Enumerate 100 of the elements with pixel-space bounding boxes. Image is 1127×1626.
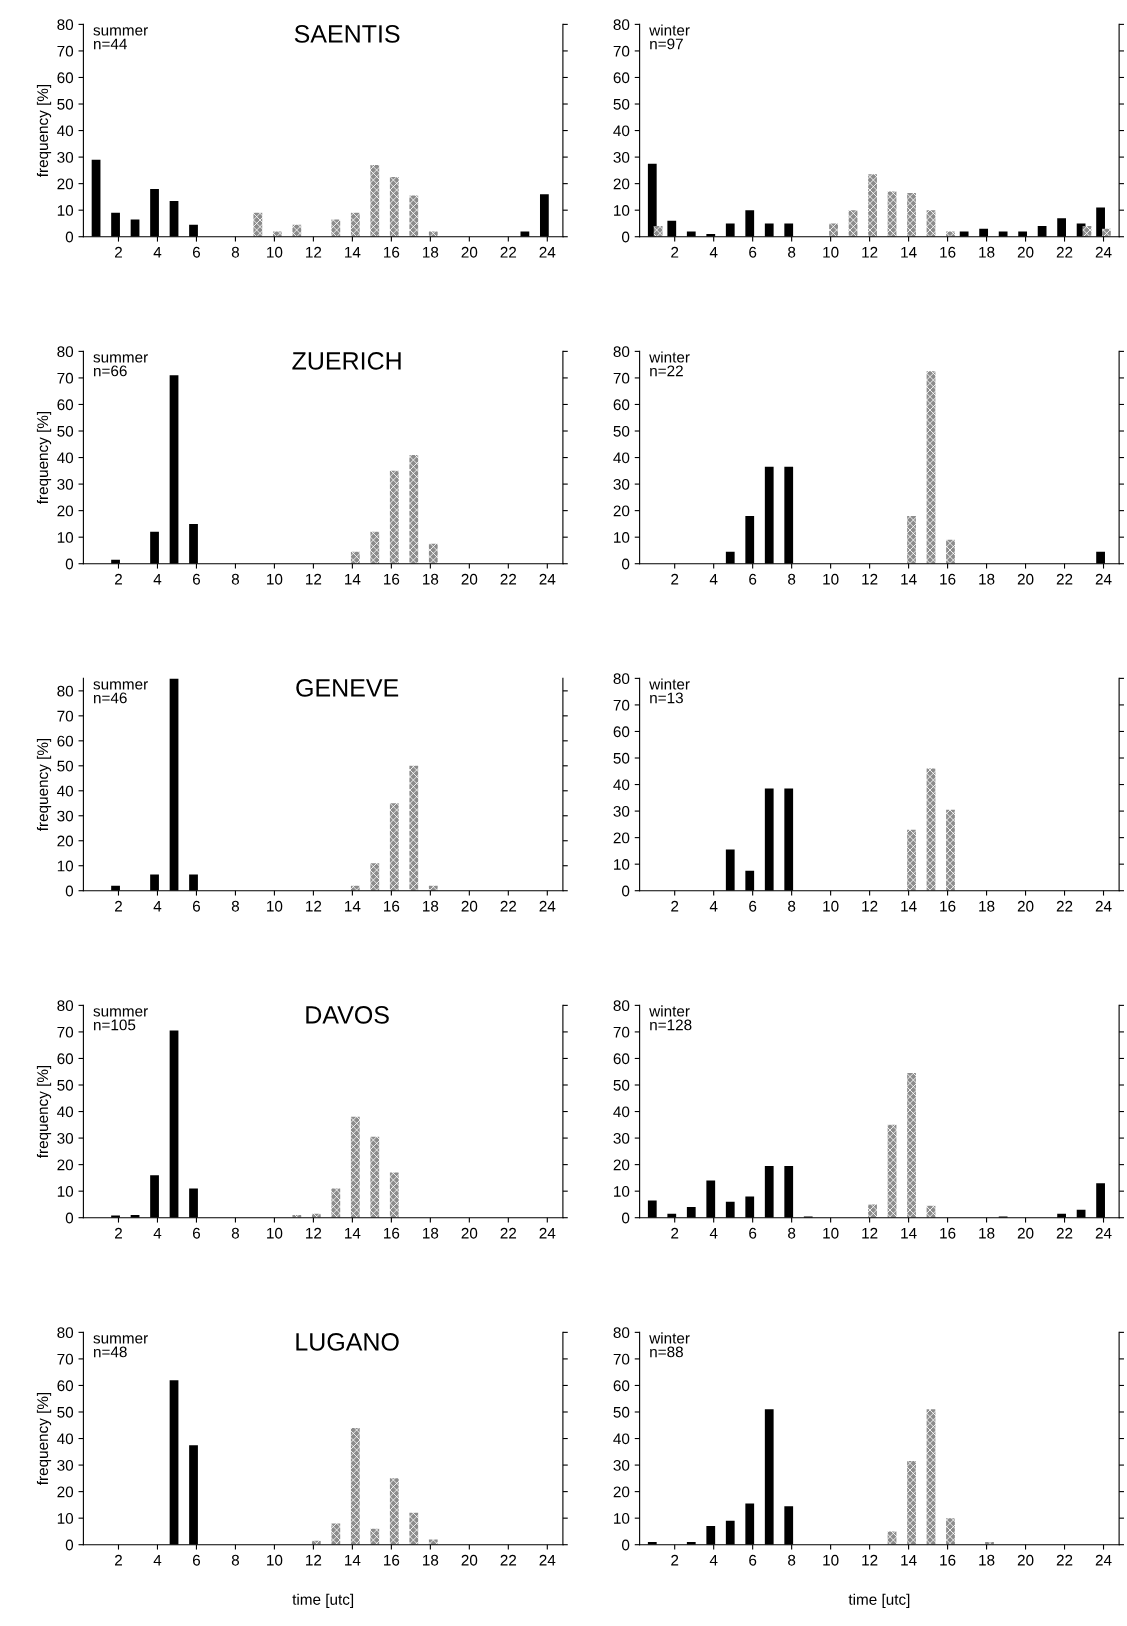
bar xyxy=(350,1427,360,1545)
y-tick-label: 60 xyxy=(613,1380,630,1392)
y-tick-label: 70 xyxy=(57,710,74,722)
x-tick-label: 22 xyxy=(1056,1227,1073,1239)
bar xyxy=(926,371,936,564)
y-tick-label: 10 xyxy=(57,860,74,872)
x-tick-label: 10 xyxy=(823,1554,839,1566)
x-tick-label: 22 xyxy=(500,1227,517,1239)
y-tick-label: 10 xyxy=(614,532,630,543)
bar xyxy=(887,1531,897,1545)
bar xyxy=(887,1124,897,1218)
bar xyxy=(409,1512,419,1545)
y-tick-label: 80 xyxy=(613,1327,630,1339)
bar xyxy=(389,1478,399,1545)
y-tick-label: 50 xyxy=(57,1406,74,1418)
x-tick-label: 10 xyxy=(823,573,839,585)
y-tick-label: 10 xyxy=(57,532,74,543)
x-tick-label: 14 xyxy=(901,1554,917,1566)
y-tick-label: 10 xyxy=(614,859,630,870)
x-tick-label: 18 xyxy=(979,1554,995,1566)
x-tick-label: 2 xyxy=(115,246,122,258)
bar xyxy=(907,192,916,237)
x-tick-label: 8 xyxy=(788,573,796,585)
x-tick-label: 18 xyxy=(979,246,995,258)
x-tick-label: 10 xyxy=(823,246,839,258)
y-axis-title: frequency [%] xyxy=(36,84,52,178)
y-tick-label: 50 xyxy=(57,760,74,772)
x-tick-label: 18 xyxy=(423,900,439,912)
x-tick-label: 20 xyxy=(461,900,478,912)
y-tick-label: 30 xyxy=(613,805,630,817)
x-tick-label: 16 xyxy=(940,1554,956,1566)
y-tick-label: 20 xyxy=(57,1159,74,1171)
x-tick-label: 24 xyxy=(1095,900,1112,912)
y-tick-label: 40 xyxy=(613,1433,630,1445)
x-tick-label: 18 xyxy=(979,1227,995,1239)
y-tick-label: 80 xyxy=(57,1000,74,1012)
bar xyxy=(331,1523,341,1545)
y-tick-label: 10 xyxy=(614,1186,630,1197)
bar xyxy=(409,195,419,237)
x-tick-label: 2 xyxy=(671,573,679,585)
y-tick-label: 70 xyxy=(57,372,74,384)
x-tick-label: 18 xyxy=(979,900,995,912)
x-tick-label: 20 xyxy=(461,1554,478,1566)
bar xyxy=(389,470,399,564)
bar xyxy=(350,212,360,237)
bar xyxy=(331,1188,341,1218)
y-tick-label: 60 xyxy=(613,399,630,411)
x-tick-label: 12 xyxy=(862,1227,878,1239)
x-tick-label: 4 xyxy=(153,901,162,912)
x-tick-label: 2 xyxy=(671,1227,679,1239)
x-tick-label: 16 xyxy=(384,246,400,258)
y-tick-label: 80 xyxy=(57,1327,74,1339)
x-tick-label: 12 xyxy=(862,1554,878,1566)
x-tick-label: 14 xyxy=(345,1554,361,1566)
x-tick-label: 6 xyxy=(192,1227,201,1239)
bar xyxy=(868,1204,877,1218)
x-tick-label: 16 xyxy=(384,1554,400,1566)
x-tick-label: 18 xyxy=(423,1554,439,1566)
x-tick-label: 22 xyxy=(500,1554,517,1566)
y-tick-label: 30 xyxy=(613,151,630,163)
y-tick-label: 20 xyxy=(613,178,630,190)
x-tick-label: 16 xyxy=(940,246,956,258)
x-tick-label: 16 xyxy=(940,900,956,912)
y-tick-label: 30 xyxy=(613,478,630,490)
y-tick-label: 20 xyxy=(57,505,74,517)
x-tick-label: 6 xyxy=(192,1554,201,1566)
y-tick-label: 80 xyxy=(613,346,630,358)
x-tick-label: 8 xyxy=(231,900,240,912)
x-tick-label: 6 xyxy=(192,900,201,912)
x-tick-label: 16 xyxy=(384,1227,400,1239)
bar xyxy=(907,829,916,891)
y-tick-label: 60 xyxy=(57,1380,74,1392)
x-tick-label: 6 xyxy=(192,246,201,258)
x-tick-label: 8 xyxy=(788,900,796,912)
y-tick-label: 20 xyxy=(57,178,74,190)
x-tick-label: 10 xyxy=(267,573,283,585)
y-tick-label: 80 xyxy=(57,19,74,31)
bar xyxy=(350,1116,360,1218)
x-tick-label: 14 xyxy=(901,901,917,912)
y-tick-label: 80 xyxy=(57,685,74,697)
x-tick-label: 24 xyxy=(539,573,556,585)
x-tick-label: 10 xyxy=(823,1227,839,1239)
y-tick-label: 70 xyxy=(57,1353,74,1365)
y-tick-label: 20 xyxy=(613,1159,630,1171)
bar xyxy=(370,531,380,564)
y-tick-label: 30 xyxy=(613,1132,630,1144)
bar xyxy=(907,1073,916,1218)
y-tick-label: 50 xyxy=(613,1079,630,1091)
y-tick-label: 40 xyxy=(613,452,630,464)
bar xyxy=(868,174,877,237)
x-tick-label: 16 xyxy=(940,1227,956,1239)
x-tick-label: 24 xyxy=(539,900,556,912)
y-tick-label: 20 xyxy=(613,1486,630,1498)
x-tick-label: 2 xyxy=(671,1554,679,1566)
bar xyxy=(428,231,438,237)
y-axis-title: frequency [%] xyxy=(36,411,52,505)
y-tick-label: 40 xyxy=(613,1106,630,1118)
y-axis-title: frequency [%] xyxy=(36,1392,52,1486)
y-tick-label: 40 xyxy=(613,125,630,137)
y-tick-label: 80 xyxy=(613,673,630,685)
